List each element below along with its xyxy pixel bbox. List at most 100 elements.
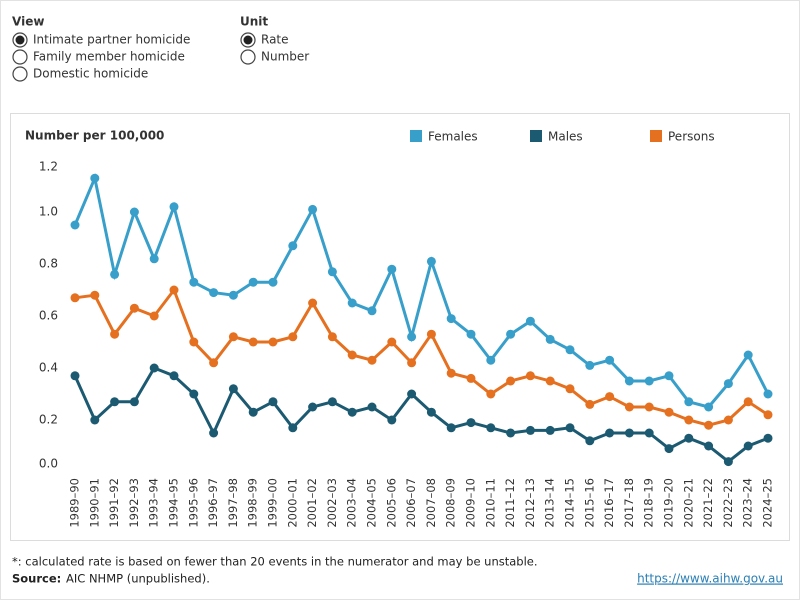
data-point[interactable] (228, 332, 238, 342)
data-point[interactable] (605, 428, 615, 438)
data-point[interactable] (407, 332, 417, 342)
data-point[interactable] (585, 436, 595, 446)
data-point[interactable] (545, 334, 555, 344)
data-point[interactable] (426, 256, 436, 266)
data-point[interactable] (723, 457, 733, 467)
data-point[interactable] (110, 269, 120, 279)
data-point[interactable] (367, 402, 377, 412)
data-point[interactable] (129, 397, 139, 407)
data-point[interactable] (664, 444, 674, 454)
data-point[interactable] (644, 402, 654, 412)
data-point[interactable] (209, 428, 219, 438)
data-point[interactable] (763, 389, 773, 399)
data-point[interactable] (248, 277, 258, 287)
data-point[interactable] (90, 173, 100, 183)
data-point[interactable] (387, 415, 397, 425)
data-point[interactable] (228, 384, 238, 394)
data-point[interactable] (644, 376, 654, 386)
data-point[interactable] (268, 337, 278, 347)
data-point[interactable] (525, 316, 535, 326)
data-point[interactable] (605, 355, 615, 365)
data-point[interactable] (70, 293, 80, 303)
legend-label[interactable]: Persons (668, 130, 715, 144)
data-point[interactable] (545, 376, 555, 386)
data-point[interactable] (684, 415, 694, 425)
data-point[interactable] (466, 373, 476, 383)
data-point[interactable] (407, 358, 417, 368)
data-point[interactable] (90, 415, 100, 425)
data-point[interactable] (506, 428, 516, 438)
radio-label[interactable]: Family member homicide (33, 50, 185, 64)
source-link[interactable]: https://www.aihw.gov.au (637, 572, 783, 586)
data-point[interactable] (664, 407, 674, 417)
data-point[interactable] (466, 329, 476, 339)
data-point[interactable] (347, 407, 357, 417)
data-point[interactable] (189, 389, 199, 399)
radio-button[interactable] (240, 49, 256, 65)
data-point[interactable] (268, 277, 278, 287)
data-point[interactable] (149, 363, 159, 373)
data-point[interactable] (664, 371, 674, 381)
data-point[interactable] (525, 425, 535, 435)
data-point[interactable] (506, 376, 516, 386)
data-point[interactable] (110, 397, 120, 407)
data-point[interactable] (446, 314, 456, 324)
data-point[interactable] (129, 303, 139, 313)
radio-button[interactable] (12, 49, 28, 65)
data-point[interactable] (169, 202, 179, 212)
data-point[interactable] (347, 298, 357, 308)
data-point[interactable] (704, 441, 714, 451)
data-point[interactable] (327, 332, 337, 342)
data-point[interactable] (506, 329, 516, 339)
data-point[interactable] (149, 311, 159, 321)
data-point[interactable] (308, 402, 318, 412)
data-point[interactable] (268, 397, 278, 407)
data-point[interactable] (189, 277, 199, 287)
data-point[interactable] (387, 337, 397, 347)
data-point[interactable] (90, 290, 100, 300)
data-point[interactable] (169, 285, 179, 295)
data-point[interactable] (288, 332, 298, 342)
legend-swatch[interactable] (530, 130, 542, 142)
data-point[interactable] (486, 423, 496, 433)
data-point[interactable] (446, 423, 456, 433)
data-point[interactable] (308, 298, 318, 308)
data-point[interactable] (70, 371, 80, 381)
data-point[interactable] (585, 399, 595, 409)
data-point[interactable] (565, 423, 575, 433)
data-point[interactable] (605, 392, 615, 402)
data-point[interactable] (209, 288, 219, 298)
data-point[interactable] (763, 433, 773, 443)
data-point[interactable] (644, 428, 654, 438)
data-point[interactable] (704, 420, 714, 430)
data-point[interactable] (110, 329, 120, 339)
data-point[interactable] (288, 423, 298, 433)
data-point[interactable] (70, 220, 80, 230)
data-point[interactable] (367, 355, 377, 365)
data-point[interactable] (367, 306, 377, 316)
data-point[interactable] (248, 337, 258, 347)
data-point[interactable] (585, 360, 595, 370)
data-point[interactable] (624, 402, 634, 412)
data-point[interactable] (763, 410, 773, 420)
data-point[interactable] (426, 407, 436, 417)
data-point[interactable] (387, 264, 397, 274)
data-point[interactable] (545, 425, 555, 435)
data-point[interactable] (209, 358, 219, 368)
data-point[interactable] (308, 204, 318, 214)
legend-label[interactable]: Males (548, 130, 583, 144)
data-point[interactable] (169, 371, 179, 381)
data-point[interactable] (704, 402, 714, 412)
data-point[interactable] (624, 376, 634, 386)
data-point[interactable] (466, 418, 476, 428)
data-point[interactable] (743, 397, 753, 407)
data-point[interactable] (327, 267, 337, 277)
data-point[interactable] (684, 433, 694, 443)
data-point[interactable] (723, 379, 733, 389)
data-point[interactable] (327, 397, 337, 407)
data-point[interactable] (288, 241, 298, 251)
data-point[interactable] (525, 371, 535, 381)
radio-button[interactable] (12, 66, 28, 82)
data-point[interactable] (248, 407, 258, 417)
legend-swatch[interactable] (410, 130, 422, 142)
